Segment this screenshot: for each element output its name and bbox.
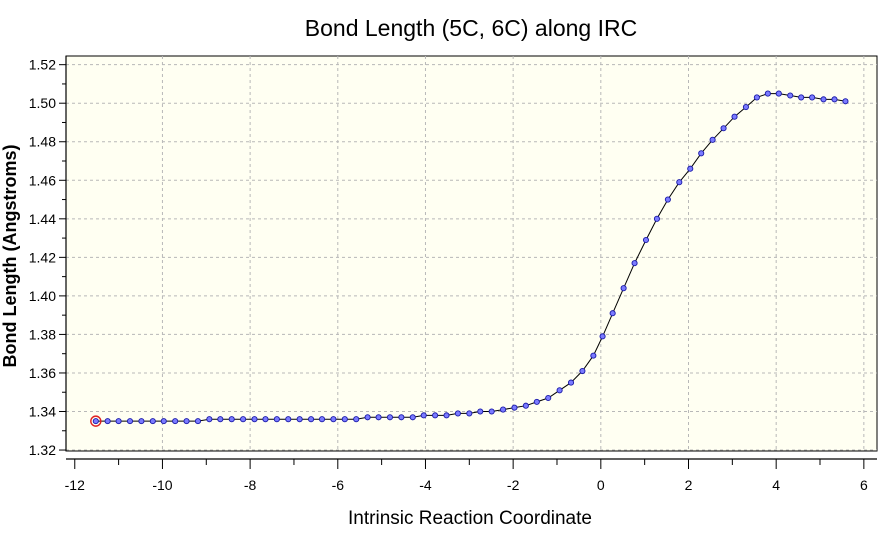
y-tick-label: 1.50 [29, 95, 56, 111]
data-point [809, 94, 816, 101]
y-axis-label: Bond Length (Angstroms) [0, 145, 20, 368]
data-point [653, 215, 660, 222]
y-tick-label: 1.52 [29, 57, 56, 73]
data-point [676, 179, 683, 186]
data-point [375, 414, 382, 421]
data-point [92, 418, 99, 425]
data-point [454, 410, 461, 417]
data-point [364, 414, 371, 421]
data-point [579, 367, 586, 375]
data-point [488, 408, 495, 415]
data-point [511, 404, 518, 411]
data-point [500, 406, 507, 413]
data-point [353, 416, 360, 423]
data-point [126, 418, 134, 425]
x-tick-label: -10 [152, 477, 172, 493]
y-tick-label: 1.46 [29, 172, 56, 188]
data-point [296, 416, 303, 423]
plot-area [65, 55, 878, 452]
data-point [831, 96, 838, 103]
data-point [420, 412, 427, 419]
x-tick-label: 0 [597, 477, 605, 493]
data-point [567, 379, 575, 386]
data-point [590, 352, 597, 359]
data-point [160, 418, 167, 425]
data-point [262, 416, 269, 423]
chart-title: Bond Length (5C, 6C) along IRC [305, 15, 637, 41]
data-point [285, 416, 292, 423]
data-point [194, 418, 202, 425]
y-tick-label: 1.44 [29, 211, 56, 227]
data-point [842, 98, 849, 105]
y-tick-label: 1.48 [29, 134, 56, 150]
data-point [609, 310, 616, 317]
x-tick-label: 6 [860, 477, 868, 493]
data-points [90, 90, 849, 427]
x-axis-label: Intrinsic Reaction Coordinate [348, 508, 592, 529]
data-point [798, 94, 805, 101]
data-point [138, 418, 145, 425]
data-point [698, 150, 705, 157]
data-point [217, 416, 224, 423]
data-point [753, 94, 760, 101]
data-point [522, 402, 529, 409]
data-point [820, 96, 827, 103]
data-point [432, 412, 439, 419]
data-point [172, 418, 179, 425]
data-point [443, 412, 450, 419]
data-point [251, 416, 258, 423]
x-tick-label: -8 [244, 477, 257, 493]
data-point [206, 416, 213, 423]
axes [65, 56, 877, 460]
x-tick-label: 4 [772, 477, 780, 493]
data-point [330, 416, 337, 423]
data-point [341, 416, 348, 423]
data-point [477, 408, 484, 415]
data-point [386, 414, 394, 421]
data-point [308, 416, 315, 423]
data-point [545, 394, 552, 402]
x-tick-label: 2 [685, 477, 693, 493]
data-point [409, 414, 416, 421]
data-point [318, 416, 326, 423]
current-point-marker [90, 415, 102, 427]
data-point [709, 136, 716, 143]
data-point [687, 165, 694, 172]
data-point [620, 285, 627, 292]
x-tick-label: -4 [419, 477, 432, 493]
data-point [533, 398, 540, 405]
data-point [720, 125, 727, 132]
data-point [742, 104, 749, 111]
data-point [556, 387, 563, 394]
data-point [149, 418, 156, 425]
data-point [466, 410, 473, 417]
data-point [240, 416, 247, 423]
data-point [631, 260, 638, 267]
y-tick-label: 1.32 [29, 442, 56, 458]
data-point [115, 418, 122, 425]
data-point [764, 90, 771, 97]
x-tick-label: -6 [332, 477, 345, 493]
data-point [664, 196, 671, 203]
data-point [398, 414, 405, 421]
x-tick-label: -2 [507, 477, 520, 493]
y-tick-label: 1.36 [29, 365, 56, 381]
y-tick-label: 1.34 [29, 404, 56, 420]
data-point [599, 333, 606, 340]
axis-ticks: 1.32 1.34 1.36 1.38 1.40 1.42 1.44 1.46 1.48 1.50… [29, 57, 868, 493]
y-tick-label: 1.38 [29, 326, 56, 342]
data-point [273, 416, 280, 423]
x-tick-label: -12 [65, 477, 85, 493]
data-point [787, 92, 794, 99]
data-point [228, 416, 235, 423]
data-point [104, 418, 111, 425]
data-point [731, 113, 738, 120]
data-point [183, 418, 190, 425]
data-point [642, 236, 650, 244]
data-point [775, 90, 782, 97]
y-tick-label: 1.40 [29, 288, 56, 304]
y-tick-label: 1.42 [29, 249, 56, 265]
